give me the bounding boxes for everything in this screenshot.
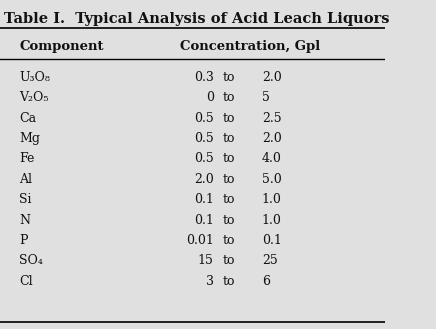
Text: V₂O₅: V₂O₅ (19, 91, 49, 104)
Text: to: to (222, 173, 235, 186)
Text: 5: 5 (262, 91, 270, 104)
Text: 1.0: 1.0 (262, 193, 282, 206)
Text: Component: Component (19, 40, 104, 53)
Text: to: to (222, 234, 235, 247)
Text: 25: 25 (262, 254, 278, 267)
Text: 3: 3 (206, 275, 214, 288)
Text: 0.1: 0.1 (194, 193, 214, 206)
Text: 2.5: 2.5 (262, 112, 282, 125)
Text: Fe: Fe (19, 152, 34, 165)
Text: Ca: Ca (19, 112, 36, 125)
Text: SO₄: SO₄ (19, 254, 43, 267)
Text: Concentration, Gpl: Concentration, Gpl (180, 40, 320, 53)
Text: 0.1: 0.1 (194, 214, 214, 227)
Text: to: to (222, 112, 235, 125)
Text: Al: Al (19, 173, 32, 186)
Text: 0.3: 0.3 (194, 71, 214, 84)
Text: to: to (222, 91, 235, 104)
Text: 0.5: 0.5 (194, 152, 214, 165)
Text: to: to (222, 193, 235, 206)
Text: to: to (222, 214, 235, 227)
Text: 2.0: 2.0 (262, 132, 282, 145)
Text: P: P (19, 234, 28, 247)
Text: Table I.  Typical Analysis of Acid Leach Liquors: Table I. Typical Analysis of Acid Leach … (4, 12, 389, 26)
Text: to: to (222, 152, 235, 165)
Text: 2.0: 2.0 (262, 71, 282, 84)
Text: 0.5: 0.5 (194, 112, 214, 125)
Text: 0.01: 0.01 (186, 234, 214, 247)
Text: Mg: Mg (19, 132, 40, 145)
Text: 5.0: 5.0 (262, 173, 282, 186)
Text: N: N (19, 214, 30, 227)
Text: 0: 0 (206, 91, 214, 104)
Text: to: to (222, 132, 235, 145)
Text: 15: 15 (198, 254, 214, 267)
Text: 4.0: 4.0 (262, 152, 282, 165)
Text: to: to (222, 254, 235, 267)
Text: Si: Si (19, 193, 32, 206)
Text: Cl: Cl (19, 275, 33, 288)
Text: 0.1: 0.1 (262, 234, 282, 247)
Text: U₃O₈: U₃O₈ (19, 71, 50, 84)
Text: to: to (222, 275, 235, 288)
Text: 6: 6 (262, 275, 270, 288)
Text: to: to (222, 71, 235, 84)
Text: 2.0: 2.0 (194, 173, 214, 186)
Text: 1.0: 1.0 (262, 214, 282, 227)
Text: 0.5: 0.5 (194, 132, 214, 145)
